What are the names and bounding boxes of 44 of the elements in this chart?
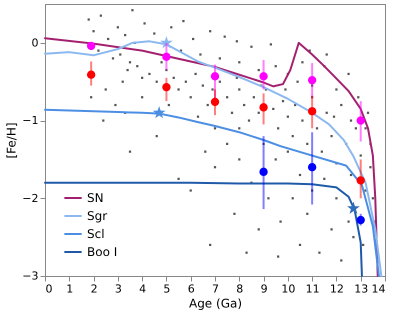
point [162,52,171,62]
point [308,76,316,84]
legend-label: Scl [87,227,105,241]
point [259,168,268,176]
x-tick-label: 11 [306,282,320,296]
x-tick-label: 14 [372,282,386,296]
point [152,106,166,118]
x-tick-label: 13 [354,282,368,296]
point [347,202,360,214]
x-tick-label: 7 [212,282,219,296]
y-tick-label: −2 [22,192,38,205]
point [86,42,96,50]
legend-label: Boo I [87,245,118,259]
x-tick-label: 10 [281,282,296,296]
line-series [44,182,363,277]
y-tick-label: −3 [22,270,38,282]
point [259,103,268,112]
x-axis-title: Age (Ga) [188,296,242,310]
point [356,116,365,125]
x-tick-label: 12 [330,282,344,296]
point [356,176,365,185]
x-tick-label: 4 [139,282,146,296]
point [308,107,316,116]
x-tick-label: 5 [163,282,170,296]
point [259,72,268,80]
legend-label: Sgr [87,209,108,223]
point [356,216,365,224]
x-tick-label: 3 [114,282,122,296]
x-tick-label: 0 [46,282,52,296]
x-tick-label: 9 [260,282,268,296]
point [210,72,220,80]
y-tick-label: −1 [22,114,38,128]
x-tick-label: 1 [66,282,74,296]
point [210,98,220,106]
point [160,36,173,48]
legend-label: SN [87,191,104,205]
x-tick-label: 6 [188,282,195,296]
x-tick-label: 8 [236,282,244,296]
y-axis-title: [Fe/H] [4,122,18,159]
x-tick-label: 2 [90,282,98,296]
y-tick-label: 0 [32,36,38,50]
point [86,70,96,79]
point [308,163,316,172]
point [162,82,171,92]
